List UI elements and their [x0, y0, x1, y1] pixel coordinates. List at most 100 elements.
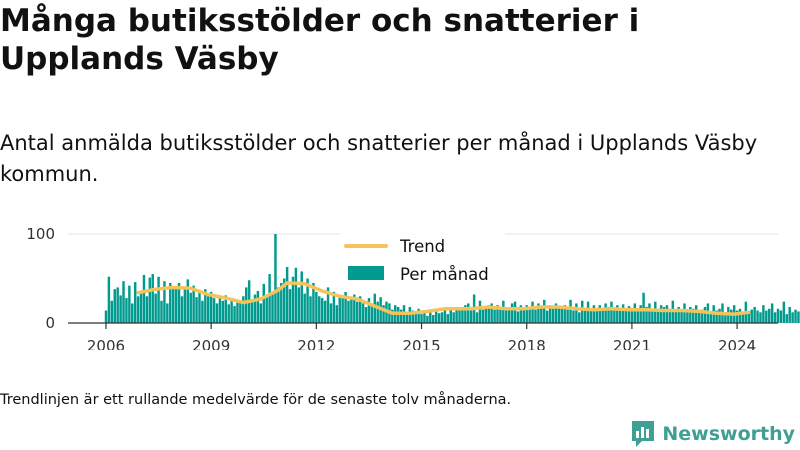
bar	[195, 297, 198, 323]
bar	[437, 313, 441, 323]
bar	[648, 303, 651, 323]
bar	[306, 278, 309, 323]
bar	[256, 290, 260, 323]
bar	[230, 298, 233, 323]
bar	[338, 296, 341, 323]
bar	[654, 301, 657, 323]
bar	[227, 304, 230, 323]
bar	[589, 310, 593, 323]
bar	[656, 309, 660, 323]
bar	[651, 310, 654, 323]
bar	[487, 305, 490, 323]
bar	[683, 303, 686, 323]
bar	[709, 312, 713, 323]
bar	[215, 303, 219, 323]
bar	[280, 282, 283, 323]
bar	[645, 306, 648, 323]
chart-subtitle: Antal anmälda butiksstölder och snatteri…	[0, 131, 758, 186]
bar	[525, 305, 528, 323]
bar	[344, 291, 347, 323]
bar	[592, 305, 596, 323]
bar	[154, 293, 157, 323]
bar	[116, 287, 119, 323]
bar	[490, 303, 493, 323]
bar	[747, 312, 750, 323]
footnote: Trendlinjen är ett rullande medelvärde f…	[0, 392, 512, 408]
bar	[741, 311, 745, 323]
bar	[759, 312, 762, 323]
bar	[621, 304, 625, 323]
bar	[417, 308, 420, 323]
x-tick-label: 2018	[508, 337, 546, 350]
bar	[718, 308, 721, 323]
bar	[288, 289, 292, 323]
bar	[502, 300, 505, 323]
bar	[467, 303, 470, 323]
bar	[507, 306, 511, 323]
bar	[268, 274, 271, 323]
bar	[414, 312, 417, 323]
bar	[797, 311, 800, 323]
bar	[703, 306, 707, 323]
bar	[446, 314, 450, 323]
x-tick-label: 2015	[402, 337, 440, 350]
bar	[201, 300, 204, 323]
bar	[689, 306, 692, 323]
bar	[434, 308, 438, 323]
bar	[715, 310, 718, 323]
bar	[177, 282, 181, 323]
brand-name: Newsworthy	[662, 423, 795, 445]
bar	[373, 293, 377, 323]
bar	[265, 296, 268, 323]
bar	[540, 306, 543, 323]
bar	[356, 301, 359, 323]
bar	[469, 310, 473, 323]
bar	[119, 295, 122, 323]
bar	[236, 299, 239, 323]
bar	[735, 310, 739, 323]
bar	[449, 309, 452, 323]
bar	[496, 305, 499, 323]
bar	[537, 303, 540, 323]
y-tick-label: 0	[45, 314, 55, 332]
legend-background	[340, 232, 505, 292]
bar	[166, 303, 169, 323]
bar	[598, 305, 601, 323]
x-tick-label: 2012	[297, 337, 335, 350]
bar	[785, 314, 788, 323]
bar	[692, 308, 695, 323]
bar	[326, 287, 330, 323]
bar	[581, 300, 584, 323]
bar	[499, 308, 502, 323]
bar	[464, 305, 467, 323]
bar	[642, 292, 645, 323]
bar	[291, 276, 295, 323]
bar	[545, 310, 549, 323]
bar	[560, 306, 564, 323]
bar	[429, 310, 432, 323]
bar	[481, 309, 485, 323]
bar	[557, 306, 561, 323]
bar	[443, 310, 447, 323]
bar	[452, 312, 455, 323]
bar	[128, 285, 131, 323]
bar	[604, 303, 607, 323]
bar	[791, 312, 794, 323]
legend-trend-label: Trend	[399, 237, 445, 256]
bar	[125, 298, 128, 323]
legend-bar-label: Per månad	[400, 265, 489, 284]
bar	[136, 296, 140, 323]
bar	[563, 305, 566, 323]
bar	[212, 298, 216, 323]
bar	[297, 287, 301, 323]
bar	[782, 301, 786, 323]
bar	[209, 291, 213, 323]
bar	[484, 306, 488, 323]
bar	[773, 312, 777, 323]
bar	[367, 298, 371, 323]
bar	[659, 305, 663, 323]
x-tick-label: 2006	[87, 337, 125, 350]
bar	[677, 306, 680, 323]
x-tick-label: 2009	[192, 337, 230, 350]
bar	[455, 308, 458, 323]
